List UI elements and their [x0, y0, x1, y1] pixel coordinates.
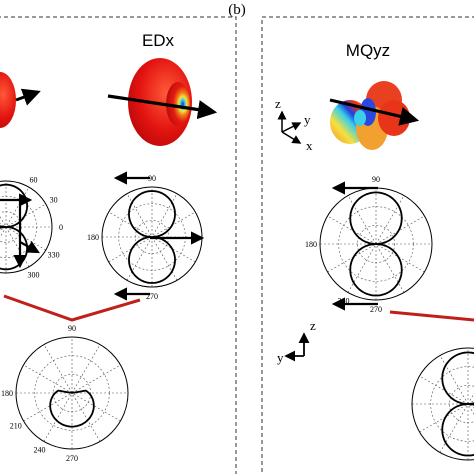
- panel-frame-b: [261, 16, 474, 474]
- polar-bottom-left-tick: 270: [66, 454, 78, 463]
- edx-torus: [128, 58, 192, 146]
- polar-bottom-left-curve: [49, 389, 95, 428]
- polar-bottom-left: 90 180 210 240 270: [1, 324, 129, 463]
- connector-left: [3, 294, 141, 322]
- polar-left-partial-tick: 60: [30, 175, 38, 184]
- triad-top-z: z: [275, 96, 281, 111]
- polar-left-partial-tick: 0: [59, 223, 63, 232]
- axes-triad-bottom: z y: [277, 318, 316, 365]
- edx-dipole-arrow: [107, 94, 218, 120]
- mqyz-dipole-arrow: [329, 98, 420, 126]
- polar-mqyz-tick: 180: [305, 240, 317, 249]
- left-dipole-arrow: [15, 88, 41, 106]
- polar-bottom-left-tick: 90: [68, 324, 76, 333]
- polar-bottom-left-tick: 240: [34, 445, 46, 454]
- polar-mqyz-tick: 90: [372, 175, 380, 184]
- left-red-lobe: [0, 72, 16, 128]
- polar-bottom-right: [411, 347, 474, 461]
- triad-bottom-z: z: [310, 318, 316, 333]
- mqyz-lobes: [330, 81, 410, 150]
- polar-mqyz-tick: 270: [370, 305, 382, 314]
- mqyz-title: MQyz: [346, 41, 390, 60]
- panel-frame-a: [0, 16, 237, 474]
- panel-label-b: (b): [228, 2, 246, 18]
- polar-bottom-right-curve: [441, 351, 474, 457]
- polar-bottom-left-tick: 210: [10, 422, 22, 431]
- polar-edx-tick: 270: [146, 292, 158, 301]
- triad-top-y: y: [304, 112, 311, 127]
- triad-bottom-y: y: [277, 350, 284, 365]
- polar-bottom-left-tick: 180: [1, 389, 13, 398]
- polar-left-partial-tick: 330: [48, 251, 60, 260]
- connector-right: [389, 310, 474, 322]
- polarization-arrow: [19, 240, 40, 254]
- polar-edx-tick: 90: [148, 174, 156, 183]
- polar-left-partial-tick: 30: [50, 196, 58, 205]
- polar-edx-tick: 180: [87, 233, 99, 242]
- edx-title: EDx: [142, 31, 175, 50]
- polar-left-partial-tick: 300: [28, 271, 40, 280]
- axes-triad-top: z y x: [275, 96, 313, 153]
- triad-top-x: x: [306, 138, 313, 153]
- polar-mqyz-curve: [349, 191, 403, 297]
